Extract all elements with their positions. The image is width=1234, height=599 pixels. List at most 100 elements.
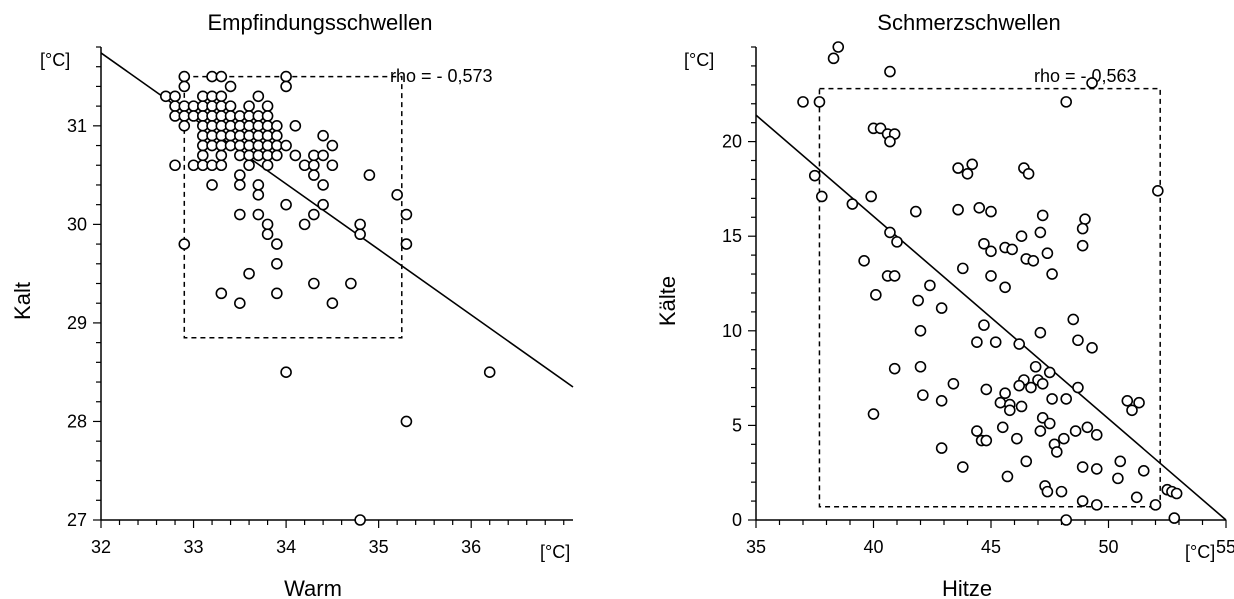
data-point <box>243 159 255 172</box>
data-point <box>978 237 990 250</box>
data-point <box>914 360 927 373</box>
data-point <box>215 70 228 83</box>
x-tick-label: 35 <box>746 537 766 557</box>
data-point <box>1067 313 1080 326</box>
data-point <box>215 287 228 300</box>
data-point <box>1168 512 1181 524</box>
rho-annotation: rho = - 0,563 <box>1034 66 1137 86</box>
data-point <box>308 208 320 221</box>
data-point <box>280 139 292 152</box>
data-point <box>1090 499 1103 511</box>
data-point <box>234 169 246 181</box>
y-axis-label: Kälte <box>655 276 680 326</box>
y-tick-label: 28 <box>67 411 87 431</box>
data-point <box>400 208 413 221</box>
data-point <box>289 120 302 132</box>
data-point <box>994 396 1007 409</box>
data-point <box>1076 222 1089 235</box>
data-point <box>317 129 329 142</box>
data-point <box>169 90 181 103</box>
x-tick-label: 40 <box>863 537 883 557</box>
data-point <box>1043 417 1056 430</box>
data-point <box>1036 377 1049 390</box>
data-point <box>1076 239 1089 252</box>
x-tick-label: 50 <box>1098 537 1118 557</box>
data-point <box>1079 213 1091 225</box>
data-point <box>280 366 292 378</box>
data-point <box>169 159 181 172</box>
data-point <box>914 324 927 337</box>
data-point <box>865 190 877 203</box>
data-point <box>797 96 809 108</box>
data-point <box>483 366 496 378</box>
data-point <box>1090 463 1103 475</box>
data-point <box>1013 338 1026 350</box>
data-point <box>808 169 821 182</box>
data-point <box>308 169 320 181</box>
data-point <box>996 421 1009 434</box>
data-point <box>317 149 329 162</box>
data-point <box>935 302 948 314</box>
data-point <box>1015 230 1028 242</box>
data-point <box>271 287 283 300</box>
data-point <box>985 245 997 258</box>
regression-line <box>755 114 1227 521</box>
data-point <box>280 70 292 83</box>
data-point <box>178 70 191 83</box>
data-point <box>1051 446 1063 458</box>
data-point <box>1069 425 1082 437</box>
data-point <box>1086 77 1098 89</box>
data-point <box>1112 472 1124 485</box>
data-point <box>832 41 845 53</box>
data-point <box>1081 421 1094 434</box>
x-tick-label: 45 <box>981 537 1001 557</box>
data-point <box>956 262 969 275</box>
data-point <box>1133 396 1145 409</box>
data-point <box>317 179 329 191</box>
data-point <box>1058 432 1070 445</box>
x-axis-label: Hitze <box>942 576 992 599</box>
data-point <box>234 208 246 221</box>
data-point <box>298 218 311 231</box>
data-point <box>261 159 274 172</box>
data-point <box>1029 360 1042 373</box>
x-tick-label: 34 <box>276 537 296 557</box>
data-point <box>1060 393 1072 405</box>
data-point <box>345 277 357 290</box>
data-point <box>1020 455 1033 468</box>
data-point <box>956 461 969 473</box>
data-point <box>234 179 246 191</box>
data-point <box>1013 379 1026 392</box>
data-point <box>1090 429 1103 441</box>
data-point <box>289 149 302 162</box>
data-point <box>224 80 237 93</box>
data-point <box>884 65 896 78</box>
data-point <box>978 319 990 331</box>
data-point <box>1072 334 1084 347</box>
data-point <box>252 208 265 221</box>
data-point <box>966 158 979 171</box>
data-point <box>206 179 218 191</box>
data-point <box>1043 366 1056 379</box>
chart-title: Schmerzschwellen <box>877 10 1060 35</box>
data-point <box>912 294 924 307</box>
data-point <box>215 149 228 162</box>
y-tick-label: 31 <box>67 116 87 136</box>
data-point <box>326 297 339 310</box>
data-point <box>261 110 274 122</box>
data-point <box>1130 491 1143 504</box>
data-point <box>813 96 826 108</box>
data-point <box>400 238 413 250</box>
data-point <box>1076 461 1089 473</box>
data-point <box>215 90 228 103</box>
data-point <box>1011 432 1023 445</box>
data-point <box>971 336 983 348</box>
data-point <box>252 90 265 103</box>
data-point <box>1046 268 1058 280</box>
x-axis-unit: [°C] <box>1185 542 1215 562</box>
data-point <box>1027 254 1040 267</box>
data-point <box>391 189 403 201</box>
data-point <box>952 203 964 216</box>
y-tick-label: 10 <box>722 321 742 341</box>
data-point <box>326 159 339 172</box>
